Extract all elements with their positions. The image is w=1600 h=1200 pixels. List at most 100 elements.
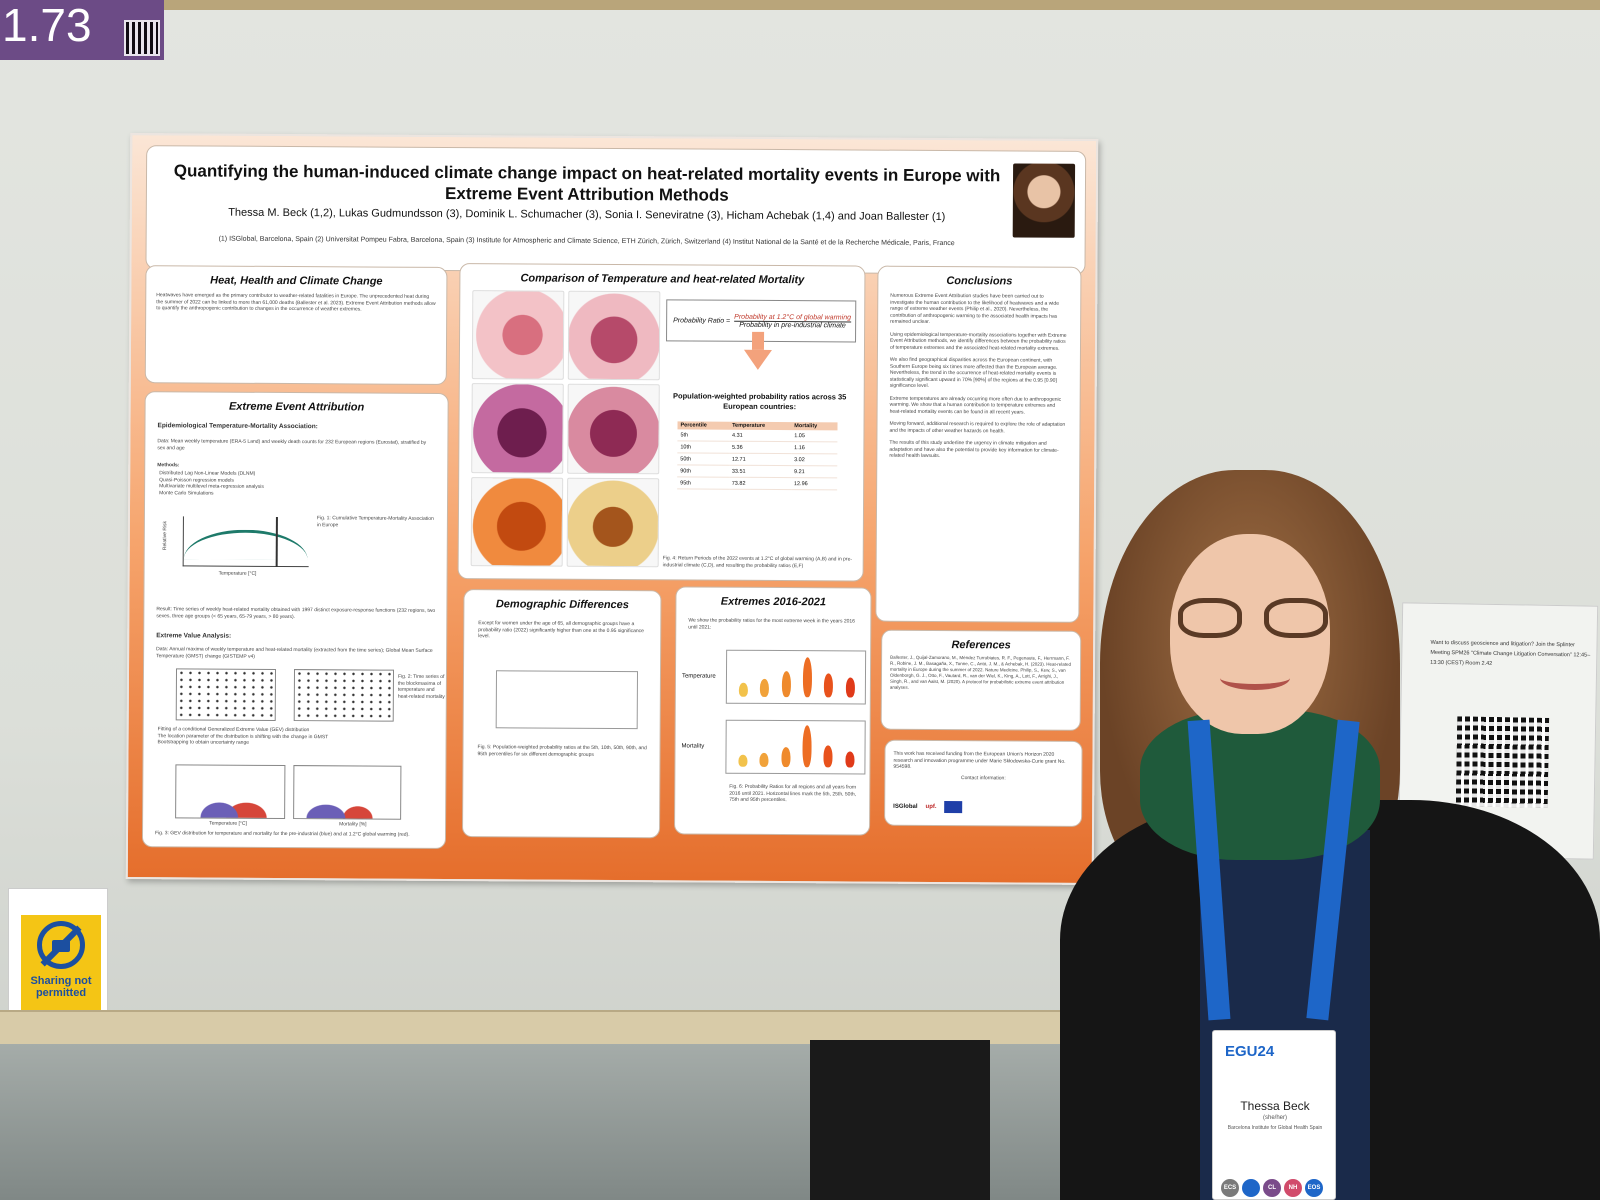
table-cell: 9.21 (790, 465, 838, 478)
violin (802, 725, 812, 768)
violin (802, 657, 813, 698)
section-title: Demographic Differences (495, 598, 629, 612)
violin (845, 751, 855, 768)
badge-name: Thessa Beck (1240, 1099, 1310, 1113)
poster-header: Quantifying the human-induced climate ch… (145, 145, 1087, 275)
list-item: Multivariate multilevel meta-regression … (159, 483, 264, 490)
sign-panel: Sharing not permitted (21, 915, 101, 1011)
formula-label: Probability Ratio = (673, 316, 731, 325)
section-title: Comparison of Temperature and heat-relat… (520, 272, 805, 287)
table-cell: 4.31 (729, 429, 792, 442)
temperature-blockmaxima-plot (175, 668, 277, 721)
smile (1220, 666, 1290, 690)
methods-list: Distributed Lag Non-Linear Models (DLNM)… (159, 470, 264, 497)
scientific-poster: Quantifying the human-induced climate ch… (125, 133, 1099, 885)
division-dot (1242, 1179, 1260, 1197)
no-camera-icon (37, 921, 85, 969)
contact-label: Contact information: (960, 774, 1006, 781)
violin (781, 671, 791, 698)
section-demographic: Demographic Differences Except for women… (461, 589, 662, 839)
division-dot: EOS (1305, 1179, 1323, 1197)
temperature-mortality-plot (182, 516, 309, 568)
top-rail (0, 0, 1600, 10)
europe-map (566, 477, 660, 568)
table-cell: 95th (677, 476, 729, 490)
table-cell: 3.02 (791, 453, 838, 466)
section-extreme-event-attribution: Extreme Event Attribution Epidemiologica… (141, 391, 449, 849)
section-text: We show the probability ratios for the m… (688, 617, 855, 631)
y-axis-label: Relative Risk (162, 520, 169, 551)
badge-pronoun: (she/her) (1262, 1115, 1287, 1121)
fig5-caption: Fig. 5: Population-weighted probability … (477, 744, 647, 758)
fig1-caption: Fig. 1: Cumulative Temperature-Mortality… (316, 515, 434, 528)
europe-map (567, 384, 660, 474)
upf-logo: upf. (925, 803, 937, 810)
no-photo-sign: Sharing not permitted (8, 888, 108, 1018)
background-person (810, 1040, 990, 1200)
fig2-caption: Fig. 2: Time series of the blockmaxima o… (397, 673, 445, 700)
section-conclusions: Conclusions Numerous Extreme Event Attri… (875, 265, 1082, 623)
logo-row: ISGlobal upf. (893, 801, 963, 814)
list-item: Numerous Extreme Event Attribution studi… (890, 292, 1060, 325)
eu-flag-icon (944, 801, 963, 814)
formula-fraction: Probability at 1.2°C of global warming P… (734, 313, 852, 329)
table-cell: 12.71 (728, 453, 792, 466)
row-label-mortality: Mortality (681, 743, 705, 750)
author-portrait (1012, 163, 1076, 238)
europe-map (471, 290, 565, 381)
section-text: Heatwaves have emerged as the primary co… (156, 292, 436, 313)
violin (738, 754, 748, 767)
fig4-caption: Fig. 4: Return Periods of the 2022 event… (662, 555, 853, 569)
list-item: Moving forward, additional research is r… (889, 420, 1066, 434)
violin-row (732, 723, 860, 768)
list-item: Bootstrapping to obtain uncertainty rang… (157, 739, 250, 746)
row-label-temperature: Temperature (681, 673, 716, 680)
minimum-mortality-line (275, 516, 278, 567)
section-extremes: Extremes 2016-2021 We show the probabili… (674, 586, 872, 836)
table-row: 50th 12.71 3.02 (677, 452, 838, 466)
badge-division-dots: ECS CL NH EOS (1221, 1179, 1323, 1197)
section-comparison: Comparison of Temperature and heat-relat… (457, 263, 866, 582)
europe-map (470, 476, 564, 567)
violin (781, 747, 791, 768)
fig3-caption: Fig. 3: GEV distribution for temperature… (154, 830, 410, 838)
board-number: 1.73 (2, 0, 92, 51)
isglobal-logo: ISGlobal (893, 803, 918, 810)
gev-mortality-plot (293, 765, 402, 820)
presenter: EGU24 Thessa Beck (she/her) Barcelona In… (1060, 470, 1600, 1200)
mortality-blockmaxima-plot (293, 669, 395, 722)
temperature-violin-plot (725, 649, 867, 705)
europe-map (471, 383, 564, 474)
table-cell: 12.96 (790, 477, 838, 490)
violin (739, 682, 749, 697)
section-heat-health: Heat, Health and Climate Change Heatwave… (144, 265, 448, 385)
eva-methods-list: Fitting of a conditional Generalized Ext… (158, 726, 438, 747)
table-title: Population-weighted probability ratios a… (672, 391, 847, 412)
gev-x-label-mortality: Mortality [%] (339, 821, 367, 828)
table-cell: 90th (677, 464, 729, 478)
glasses-icon (1178, 598, 1328, 642)
poster-authors: Thessa M. Beck (1,2), Lukas Gudmundsson … (228, 206, 946, 224)
europe-maps-grid (470, 290, 661, 568)
methods-label: Methods: (157, 462, 180, 469)
table-cell: 1.16 (791, 441, 838, 454)
table-cell: 50th (677, 452, 729, 466)
sign-text: Sharing not permitted (30, 975, 92, 999)
name-badge: EGU24 Thessa Beck (she/her) Barcelona In… (1212, 1030, 1336, 1200)
table-cell: 5.36 (728, 441, 792, 454)
funding-text: This work has received funding from the … (893, 750, 1066, 770)
relative-risk-curve (183, 529, 308, 561)
gev-temperature-plot (175, 764, 286, 820)
column-header: Mortality (791, 422, 838, 431)
list-item: Using epidemiological temperature-mortal… (889, 331, 1067, 352)
table-cell: 10th (677, 440, 730, 454)
europe-map (567, 290, 661, 381)
formula-denominator: Probability in pre-industrial climate (739, 321, 846, 329)
eva-title: Extreme Value Analysis: (156, 632, 232, 640)
violin (824, 673, 834, 698)
x-axis-label: Temperature [°C] (218, 570, 257, 577)
table-row: 5th 4.31 1.05 (677, 429, 838, 442)
division-dot: CL (1263, 1179, 1281, 1197)
section-subtitle: Epidemiological Temperature-Mortality As… (157, 422, 318, 431)
section-acknowledgement: This work has received funding from the … (884, 739, 1083, 827)
